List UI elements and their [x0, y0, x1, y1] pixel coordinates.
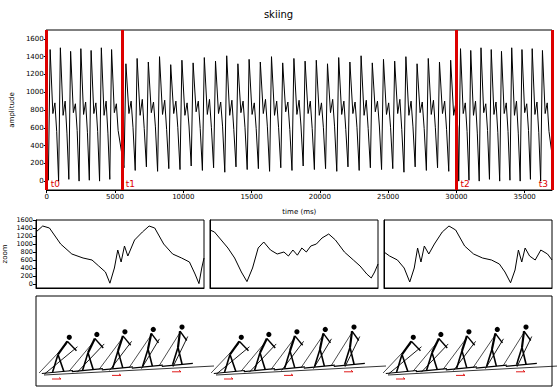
svg-text:1600: 1600: [26, 35, 44, 43]
svg-text:1200: 1200: [16, 232, 33, 240]
svg-text:0: 0: [39, 177, 43, 185]
svg-text:1000: 1000: [16, 240, 33, 248]
svg-text:0: 0: [29, 280, 33, 288]
svg-text:600: 600: [21, 256, 33, 264]
svg-text:0: 0: [44, 193, 48, 201]
svg-text:time (ms): time (ms): [282, 208, 316, 216]
svg-text:amplitude: amplitude: [8, 92, 16, 127]
svg-text:1600: 1600: [16, 216, 33, 224]
svg-text:t3: t3: [538, 178, 548, 189]
svg-text:400: 400: [30, 142, 43, 150]
svg-text:1000: 1000: [26, 88, 44, 96]
svg-text:t0: t0: [50, 178, 60, 189]
svg-text:200: 200: [21, 272, 33, 280]
svg-text:800: 800: [21, 248, 33, 256]
svg-text:1400: 1400: [26, 53, 44, 61]
svg-text:15000: 15000: [240, 193, 262, 201]
svg-text:zoom: zoom: [1, 244, 9, 263]
svg-text:t1: t1: [126, 179, 135, 189]
svg-text:800: 800: [30, 106, 43, 114]
svg-text:25000: 25000: [377, 193, 399, 201]
svg-text:30000: 30000: [445, 193, 467, 201]
svg-text:skiing: skiing: [264, 9, 293, 20]
svg-text:600: 600: [30, 124, 43, 132]
svg-text:1200: 1200: [26, 70, 44, 78]
svg-text:400: 400: [21, 264, 33, 272]
svg-text:10000: 10000: [172, 193, 194, 201]
svg-text:5000: 5000: [106, 193, 124, 201]
svg-text:20000: 20000: [309, 193, 331, 201]
svg-text:200: 200: [30, 159, 43, 167]
svg-text:35000: 35000: [514, 193, 536, 201]
svg-text:t2: t2: [460, 179, 469, 189]
svg-text:1400: 1400: [16, 224, 33, 232]
